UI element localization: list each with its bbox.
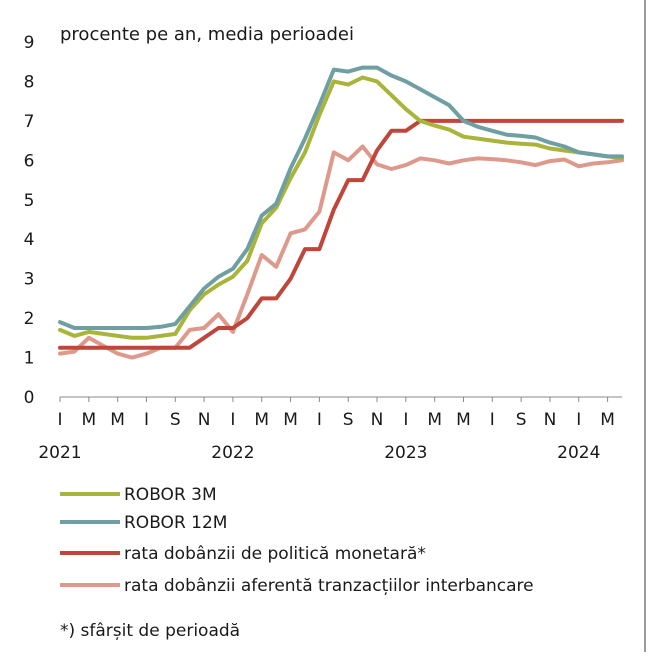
x-tick-label: S	[343, 410, 354, 430]
x-tick-label: M	[456, 410, 471, 430]
y-tick-label: 0	[24, 388, 35, 408]
x-tick-label: N	[198, 410, 211, 430]
footnote: *) sfârșit de perioadă	[60, 621, 240, 641]
x-tick-label: M	[254, 410, 269, 430]
x-tick-label: M	[427, 410, 442, 430]
x-tick-label: I	[317, 410, 322, 430]
x-tick-label: S	[516, 410, 527, 430]
chart-subtitle: procente pe an, media perioadei	[60, 24, 354, 45]
series-line-1	[58, 75, 624, 340]
series-line-3	[58, 118, 624, 350]
x-tick-label: I	[403, 410, 408, 430]
x-tick-label: I	[490, 410, 495, 430]
x-tick-label: M	[81, 410, 96, 430]
legend-label: rata dobânzii aferentă tranzacțiilor int…	[124, 576, 534, 596]
x-tick-label: M	[283, 410, 298, 430]
x-tick-label: N	[544, 410, 557, 430]
x-tick-label: M	[110, 410, 125, 430]
y-tick-label: 7	[24, 112, 35, 132]
x-tick-label: N	[371, 410, 384, 430]
x-tick-label: I	[57, 410, 62, 430]
series-line-2	[58, 65, 624, 330]
frame-border	[644, 0, 646, 652]
y-tick-label: 4	[24, 230, 35, 250]
y-tick-label: 3	[24, 270, 35, 290]
y-tick-label: 2	[24, 309, 35, 329]
y-tick-label: 9	[24, 33, 35, 53]
x-year-label: 2023	[384, 443, 427, 463]
x-year-label: 2021	[38, 443, 81, 463]
x-tick-label: I	[230, 410, 235, 430]
x-tick-label: I	[144, 410, 149, 430]
y-tick-label: 8	[24, 72, 35, 92]
legend-label: rata dobânzii de politică monetară*	[124, 544, 426, 564]
y-tick-label: 5	[24, 191, 35, 211]
series-line-4	[58, 144, 624, 360]
y-tick-label: 6	[24, 151, 35, 171]
x-tick-label: S	[170, 410, 181, 430]
x-year-label: 2024	[557, 443, 600, 463]
legend-label: ROBOR 12M	[124, 513, 227, 533]
x-tick-label: M	[600, 410, 615, 430]
x-tick-label: I	[576, 410, 581, 430]
legend-label: ROBOR 3M	[124, 485, 217, 505]
x-year-label: 2022	[211, 443, 254, 463]
y-tick-label: 1	[24, 349, 35, 369]
